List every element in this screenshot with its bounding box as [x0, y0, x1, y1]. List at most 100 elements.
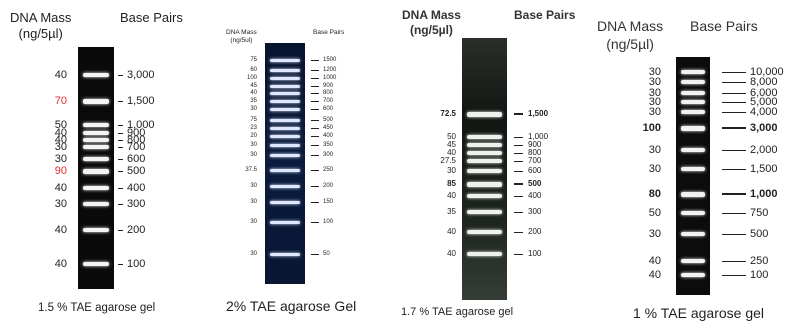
size-tick	[514, 113, 523, 115]
basepair-label: 5,000	[750, 95, 778, 108]
basepair-label: 100	[323, 219, 334, 225]
dna-band	[270, 58, 300, 62]
basepair-label: 300	[528, 207, 542, 216]
basepair-label: 500	[127, 164, 146, 177]
dna-band	[83, 98, 109, 104]
size-tick	[311, 201, 319, 203]
mass-label: 30	[250, 199, 257, 205]
basepair-label: 350	[323, 142, 334, 148]
dna-band	[681, 70, 705, 74]
dna-band	[467, 135, 502, 139]
size-tick	[311, 154, 319, 156]
dna-band	[83, 73, 109, 77]
basepair-label: 200	[323, 183, 334, 189]
dna-band	[270, 184, 300, 188]
basepair-label: 1,000	[127, 118, 155, 131]
basepair-label: 800	[528, 148, 542, 157]
size-tick	[722, 168, 746, 170]
mass-label: 35	[447, 207, 456, 216]
gel-caption: 1.5 % TAE agarose gel	[38, 302, 156, 314]
basepair-label: 1,000	[528, 132, 549, 141]
gel-image	[676, 57, 710, 295]
basepair-label: 1,500	[528, 109, 549, 118]
size-tick	[311, 69, 319, 71]
size-tick	[311, 85, 319, 87]
size-tick	[311, 135, 319, 137]
size-tick	[514, 253, 523, 255]
mass-label: 45	[447, 140, 456, 149]
basepair-label: 100	[750, 268, 769, 281]
mass-label: 37.5	[245, 167, 257, 173]
size-tick	[514, 195, 523, 197]
basepair-label: 900	[528, 140, 542, 149]
dna-band	[83, 228, 109, 232]
dna-band	[467, 230, 502, 234]
size-tick	[722, 81, 746, 83]
basepair-label: 600	[323, 106, 334, 112]
basepair-label: 1500	[323, 57, 337, 63]
basepair-label: 4,000	[750, 105, 778, 118]
dna-band	[681, 191, 705, 197]
dna-band	[681, 232, 705, 236]
size-tick	[118, 132, 123, 134]
dna-band	[467, 252, 502, 256]
dna-band	[83, 131, 109, 135]
size-tick	[722, 274, 746, 276]
mass-label: 40	[447, 227, 456, 236]
mass-label: 40	[447, 191, 456, 200]
mass-label: 50	[54, 118, 67, 131]
basepair-label: 700	[528, 156, 542, 165]
mass-label: 50	[447, 132, 456, 141]
mass-label: 40	[54, 68, 67, 81]
dna-band	[270, 91, 300, 95]
mass-label: 27.5	[440, 156, 456, 165]
basepair-label: 1200	[323, 67, 337, 73]
mass-label: 60	[250, 67, 257, 73]
gel-caption: 2% TAE agarose Gel	[226, 298, 357, 314]
size-tick	[311, 169, 319, 171]
mass-label: 30	[648, 65, 661, 78]
basepair-label: 400	[127, 181, 146, 194]
basepairs-header: Base Pairs	[120, 10, 183, 25]
basepair-label: 150	[323, 199, 334, 205]
basepair-label: 600	[127, 152, 146, 165]
size-tick	[118, 139, 123, 141]
mass-label: 40	[648, 268, 661, 281]
size-tick	[722, 71, 746, 73]
size-tick	[311, 144, 319, 146]
size-tick	[118, 158, 123, 160]
dna-band	[270, 220, 300, 224]
basepair-label: 700	[127, 140, 146, 153]
basepairs-header: Base Pairs	[313, 29, 345, 36]
mass-label: 75	[250, 117, 257, 123]
dna-band	[467, 151, 502, 155]
dna-band	[681, 100, 705, 104]
size-tick	[118, 74, 123, 76]
size-tick	[722, 149, 746, 151]
mass-label: 40	[447, 148, 456, 157]
mass-label: 40	[648, 254, 661, 267]
dna-band	[270, 153, 300, 157]
basepair-label: 8,000	[750, 75, 778, 88]
mass-label: 40	[447, 249, 456, 258]
dna-band	[270, 200, 300, 204]
mass-label: 30	[648, 86, 661, 99]
dna-band	[681, 148, 705, 152]
mass-label: 30	[648, 162, 661, 175]
basepair-label: 100	[127, 257, 146, 270]
mass-label: 30	[54, 197, 67, 210]
basepair-label: 450	[323, 125, 334, 131]
basepair-label: 200	[127, 223, 146, 236]
basepair-label: 750	[750, 206, 769, 219]
dna-band	[270, 134, 300, 138]
mass-header: DNA Mass (ng/5ul)	[226, 29, 257, 45]
size-tick	[118, 263, 123, 265]
size-tick	[311, 253, 319, 255]
basepair-label: 300	[323, 152, 334, 158]
mass-label: 72.5	[440, 109, 456, 118]
size-tick	[722, 260, 746, 262]
mass-label: 40	[54, 223, 67, 236]
dna-band	[467, 194, 502, 198]
mass-header: DNA Mass (ng/5µl)	[597, 18, 664, 52]
mass-label: 100	[246, 75, 257, 81]
